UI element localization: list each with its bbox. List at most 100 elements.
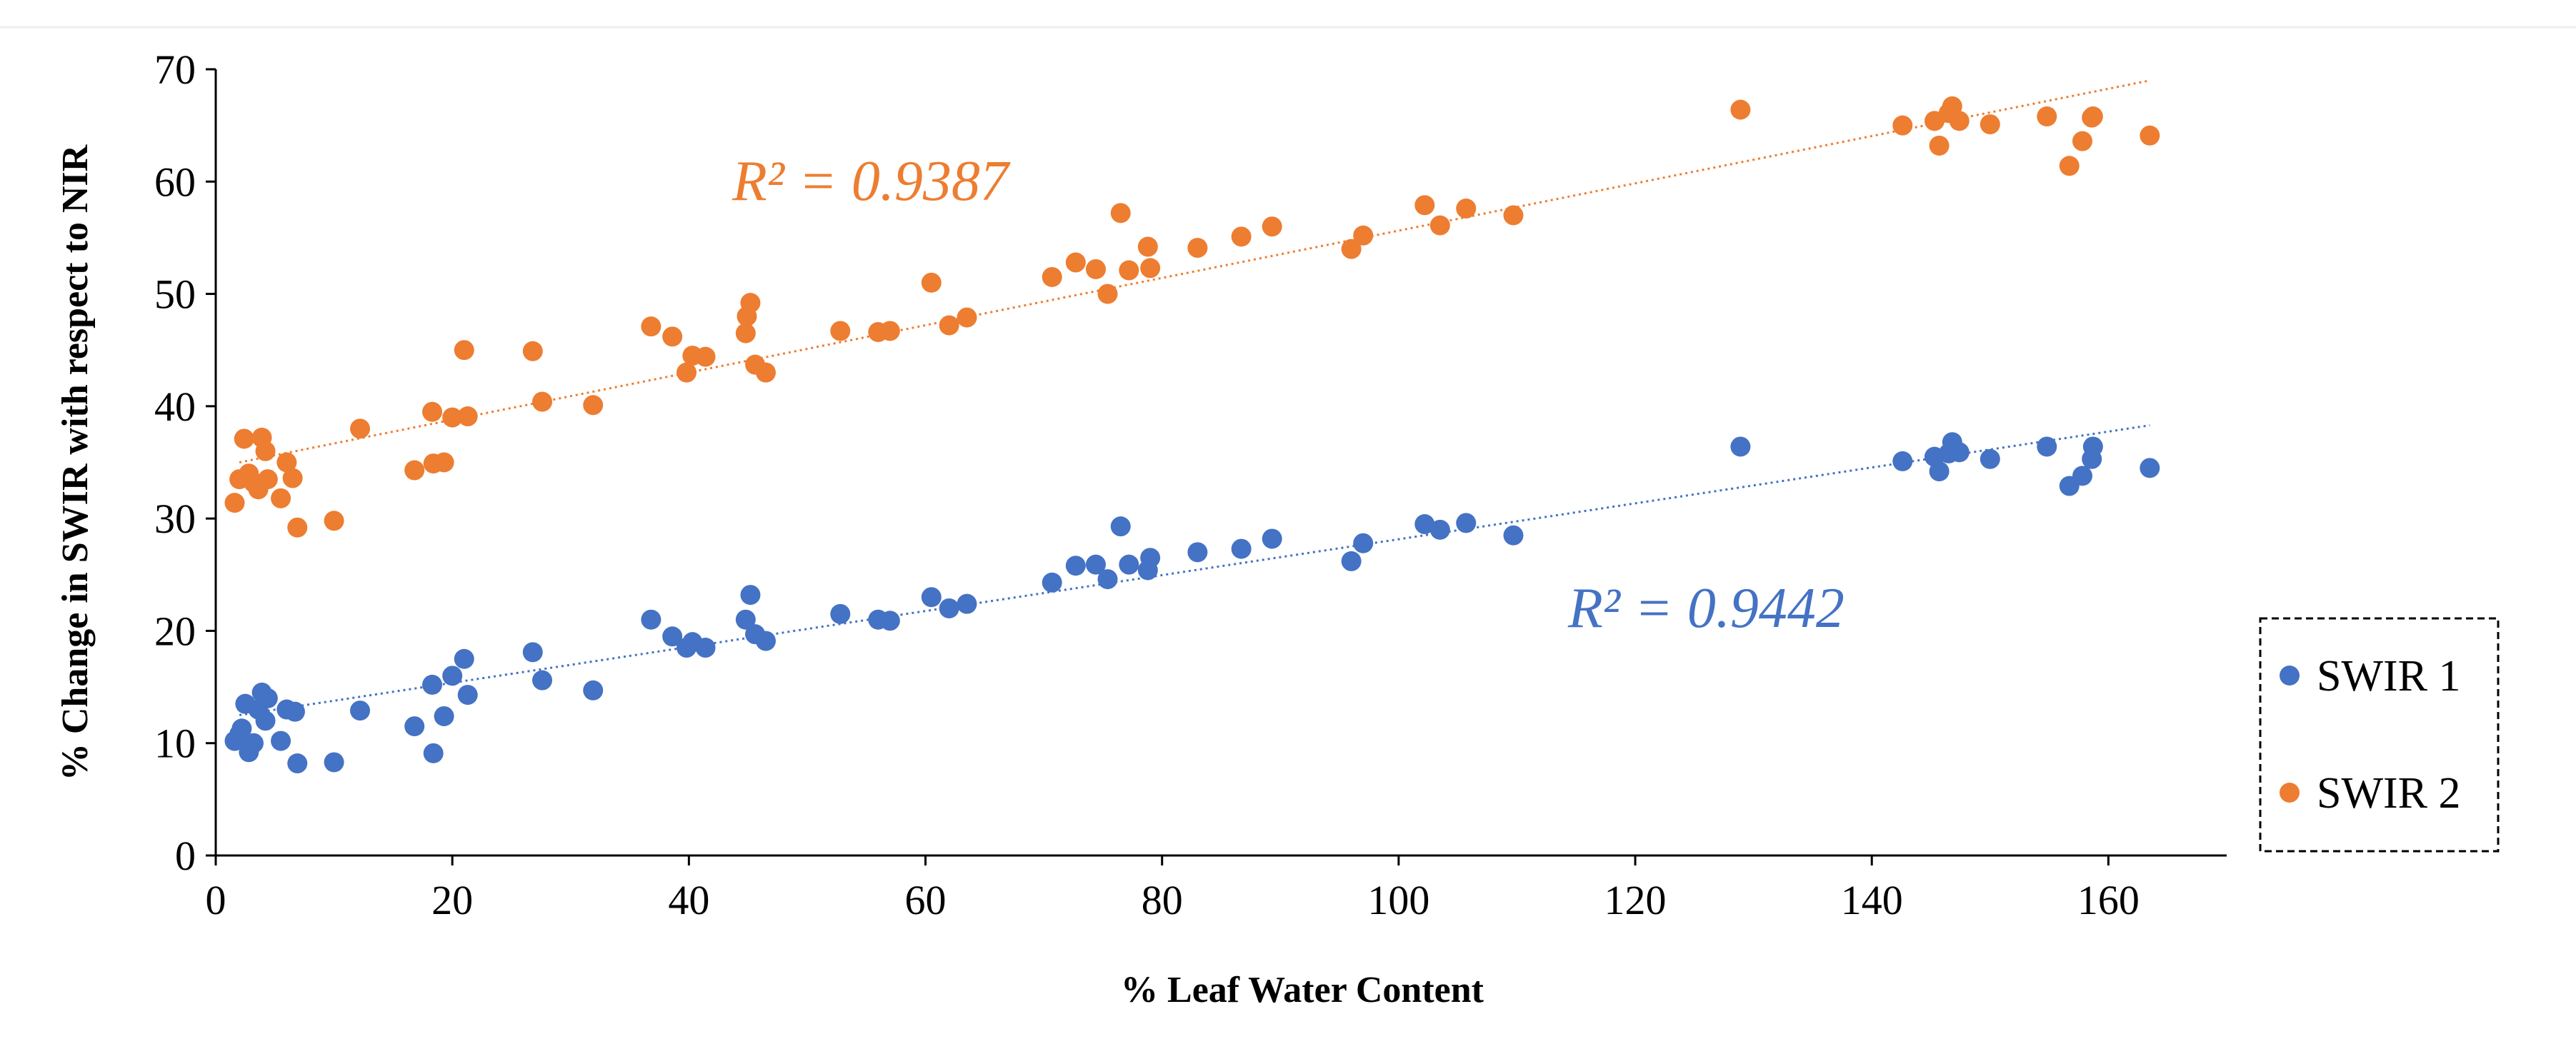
y-tick-layer: 0 10 20 30 40 50 60 70 [154,46,216,879]
data-point-series-2 [1065,252,1086,273]
data-point-series-2 [641,316,662,337]
y-tick-label: 70 [154,46,196,93]
data-point-series-1 [1262,528,1282,549]
data-point-series-1 [921,587,942,608]
data-point-series-1 [442,666,463,686]
data-point-series-1 [830,603,851,624]
data-point-series-2 [830,321,851,341]
data-point-series-2 [583,395,604,416]
data-point-series-2 [1262,216,1282,237]
data-point-series-2 [1980,114,2000,135]
data-point-series-1 [1065,556,1086,576]
data-point-series-1 [583,680,604,701]
trendline-series-1 [239,424,2150,716]
data-point-series-2 [287,517,308,538]
data-point-series-1 [324,752,344,773]
x-tick-layer: 0 20 40 60 80 100 120 140 160 [206,855,2140,923]
data-point-series-2 [276,452,297,473]
data-point-series-2 [677,362,697,383]
swir2-r2-label: R² = 0.9387 [732,150,1011,213]
legend-swir1-label: SWIR 1 [2317,652,2461,701]
data-point-series-1 [350,701,371,721]
x-tick-label: 80 [1142,877,1183,923]
x-tick-label: 60 [905,877,947,923]
data-point-series-1 [257,688,278,708]
data-point-series-2 [2072,131,2092,151]
y-tick-label: 40 [154,383,196,430]
data-point-layer [224,96,2160,774]
data-point-series-1 [1119,554,1139,575]
data-point-series-2 [224,493,245,513]
data-point-series-1 [1341,551,1362,571]
data-point-series-2 [2082,106,2103,127]
data-point-series-1 [662,626,683,647]
data-point-series-1 [1892,451,1913,471]
data-point-series-1 [695,638,716,658]
data-point-series-1 [1730,436,1751,457]
data-point-series-2 [454,340,474,361]
data-point-series-2 [404,460,425,481]
data-point-series-2 [324,511,344,531]
legend-swir2-marker [2280,783,2300,803]
data-point-series-2 [282,468,303,488]
data-point-series-1 [1110,516,1131,537]
y-tick-label: 0 [175,833,196,879]
data-point-series-2 [1730,99,1751,120]
data-point-series-2 [1187,238,1208,259]
x-tick-label: 0 [206,877,226,923]
data-point-series-1 [1929,461,1950,482]
data-point-series-1 [2140,458,2160,478]
data-point-series-1 [271,731,291,751]
data-point-series-2 [1042,266,1062,287]
data-point-series-1 [1353,533,1374,553]
y-tick-label: 20 [154,608,196,654]
data-point-series-1 [740,585,761,606]
data-point-series-1 [454,648,474,669]
y-tick-label: 50 [154,271,196,318]
data-point-series-1 [243,733,264,753]
data-point-series-2 [422,401,443,422]
data-point-series-1 [879,611,900,631]
y-tick-label: 30 [154,496,196,542]
legend-swir2-label: SWIR 2 [2317,769,2461,818]
data-point-series-2 [522,341,543,361]
data-point-series-1 [2072,466,2092,486]
data-point-series-2 [457,406,478,427]
data-point-series-1 [939,598,959,618]
data-point-series-2 [1414,195,1435,216]
data-point-series-2 [1929,135,1950,156]
data-point-series-1 [422,674,443,695]
data-point-series-2 [2037,106,2057,127]
data-point-series-1 [1980,448,2000,469]
data-point-series-2 [350,418,371,439]
swir1-r2-label: R² = 0.9442 [1567,577,1844,640]
data-point-series-2 [740,293,761,313]
legend-box [2259,617,2500,853]
data-point-series-2 [1110,203,1131,224]
x-tick-label: 120 [1604,877,1667,923]
data-point-series-1 [1042,572,1062,593]
data-point-series-1 [1085,554,1106,575]
x-axis-title: % Leaf Water Content [1121,970,1484,1010]
data-point-series-2 [1341,239,1362,259]
data-point-series-1 [735,609,756,630]
data-point-series-1 [1097,569,1118,590]
data-point-series-2 [1140,258,1161,278]
data-point-series-2 [879,321,900,341]
y-tick-label: 10 [154,721,196,767]
data-point-series-2 [532,391,553,412]
data-point-series-1 [1429,519,1450,540]
data-point-series-2 [939,315,959,336]
data-point-series-2 [255,441,276,461]
data-point-series-1 [1503,525,1524,546]
data-point-series-1 [1140,548,1161,568]
data-point-series-2 [1097,283,1118,304]
trendline-layer [239,79,2150,716]
x-tick-label: 140 [1841,877,1903,923]
data-point-series-1 [957,593,977,614]
x-tick-label: 20 [431,877,473,923]
data-point-series-1 [457,685,478,706]
y-axis-title: % Change in SWIR with respect to NIR [55,144,96,781]
data-point-series-1 [284,701,305,722]
